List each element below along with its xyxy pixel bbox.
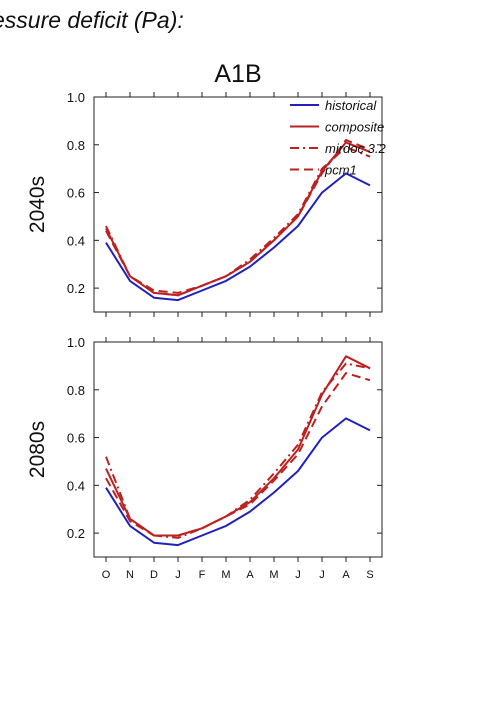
y-tick-label: 0.2: [67, 281, 85, 296]
legend-label: composite: [325, 120, 384, 135]
x-tick-label: A: [342, 569, 350, 581]
y-tick-label: 0.2: [67, 526, 85, 541]
series-line-historical: [105, 417, 371, 547]
panel-2080s: 0.2 0.4 0.6 0.8 1.0 O N D J F M A M J J A S 2080s: [26, 335, 383, 581]
y-axis-label: 2080s: [26, 421, 49, 478]
y-tick-label: 0.6: [67, 186, 85, 201]
plot-frame: [93, 341, 383, 558]
x-tick-label: J: [295, 569, 301, 581]
x-tick-label: M: [269, 569, 278, 581]
legend-label: pcm1: [324, 163, 357, 178]
x-tick-label: A: [246, 569, 254, 581]
series-line-mirdoc-3-2: [105, 362, 371, 539]
y-tick-label: 0.4: [67, 233, 85, 248]
series-line-pcm1: [105, 372, 371, 537]
x-tick-label: D: [150, 569, 158, 581]
y-tick-label: 0.8: [67, 138, 85, 153]
series-line-historical: [105, 172, 371, 302]
x-tick-label: F: [199, 569, 206, 581]
y-tick-label: 1.0: [67, 335, 85, 350]
x-tick-label: S: [366, 569, 373, 581]
y-tick-label: 0.8: [67, 383, 85, 398]
x-tick-label: O: [102, 569, 111, 581]
chart-title: A1B: [214, 60, 261, 88]
series-line-mirdoc-3-2: [105, 146, 371, 297]
legend-label: historical: [325, 98, 377, 113]
x-tick-label: J: [319, 569, 325, 581]
legend-label: mirdoc 3.2: [325, 141, 386, 156]
series-line-pcm1: [105, 139, 371, 294]
y-axis-label: 2040s: [26, 176, 49, 233]
x-tick-label: M: [221, 569, 230, 581]
figure-heading: essure deficit (Pa):: [0, 7, 184, 33]
panel-2040s: 0.2 0.4 0.6 0.8 1.0 2040s historical composite m…: [26, 90, 386, 317]
plot-frame: [93, 96, 383, 313]
y-tick-label: 0.4: [67, 478, 85, 493]
y-tick-label: 1.0: [67, 90, 85, 105]
x-tick-label: N: [126, 569, 134, 581]
y-tick-label: 0.6: [67, 431, 85, 446]
x-tick-label: J: [175, 569, 181, 581]
